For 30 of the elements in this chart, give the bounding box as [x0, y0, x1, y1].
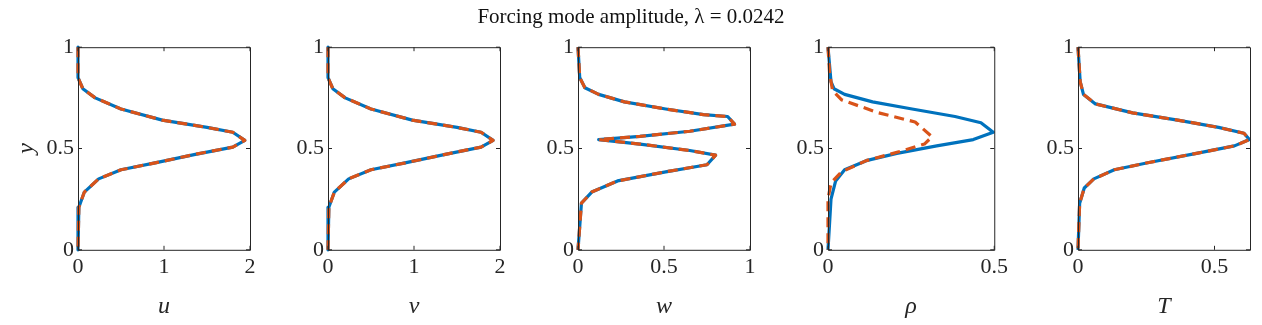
- x-axis-title: v: [408, 291, 420, 318]
- y-tick-label: 1: [1063, 32, 1074, 58]
- x-tick-label: 1: [408, 252, 420, 278]
- y-tick-label: 0.5: [1046, 134, 1074, 160]
- y-tick-label: 0.5: [46, 134, 74, 160]
- y-axis-title: y: [11, 142, 38, 156]
- y-tick-label: 0: [1063, 235, 1074, 261]
- y-tick-label: 0: [313, 235, 324, 261]
- x-tick-label: 2: [244, 252, 256, 278]
- y-tick-label: 0: [813, 235, 824, 261]
- x-tick-label: 0.5: [1200, 252, 1229, 278]
- text: Forcing mode amplitude, λ = 0.0242: [476, 4, 786, 29]
- y-tick-label: 0.5: [546, 134, 574, 160]
- x-tick-label: 0.5: [980, 252, 1008, 278]
- y-tick-label: 0.5: [796, 134, 824, 160]
- x-tick-label: 0.5: [650, 252, 678, 278]
- y-tick-label: 0: [63, 235, 74, 261]
- y-tick-label: 0: [563, 235, 574, 261]
- x-axis-title: ρ: [904, 291, 917, 318]
- x-tick-label: 1: [744, 252, 756, 278]
- x-axis-title: w: [655, 291, 673, 318]
- x-tick-label: 1: [158, 252, 170, 278]
- x-axis-title: T: [1157, 291, 1173, 318]
- y-tick-label: 0.5: [296, 134, 324, 160]
- x-tick-label: 2: [494, 252, 506, 278]
- y-tick-label: 1: [563, 32, 574, 58]
- y-tick-label: 1: [313, 32, 324, 58]
- y-tick-label: 1: [63, 32, 74, 58]
- x-axis-title: u: [158, 291, 170, 318]
- y-tick-label: 1: [813, 32, 824, 58]
